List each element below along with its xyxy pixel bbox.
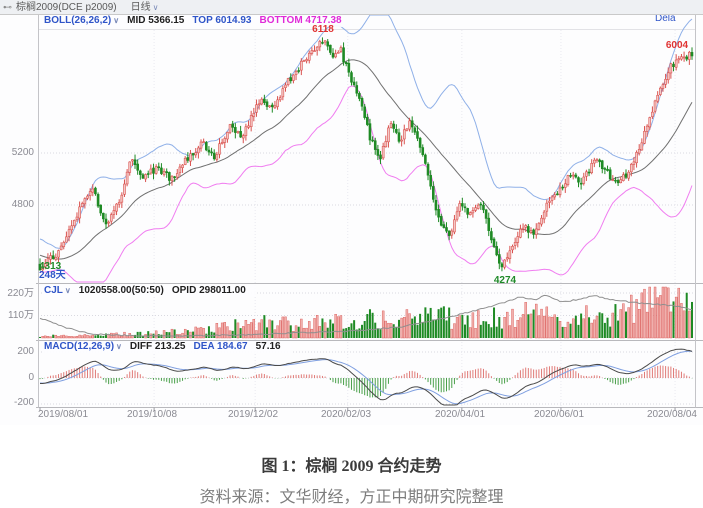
period-selector[interactable]: 日线 ∨ [131, 2, 159, 13]
days-count-label: 248天 [39, 270, 66, 281]
chevron-down-icon: ∨ [152, 3, 159, 12]
chevron-down-icon: ∨ [116, 342, 122, 351]
price-axis-label: 4800 [11, 199, 34, 210]
open-interest-line [39, 294, 693, 337]
boll-header: BOLL(26,26,2) ∨ MID 5366.15 TOP 6014.93 BOTT… [42, 15, 352, 27]
macd-lines [39, 348, 693, 406]
figure-caption: 图 1：棕榈 2009 合约走势 资料来源：文华财经，方正中期研究院整理 [0, 452, 703, 507]
pane-borders [36, 14, 703, 411]
volume-header: CJL ∨ 1020558.00(50:50) OPID 298011.00 [42, 285, 256, 297]
x-axis-date: 2019/10/08 [126, 409, 178, 420]
macd-axis-label: 200 [17, 346, 34, 357]
title-bar: ⊷ 棕榈2009(DCE p2009) 日线 ∨ [0, 0, 703, 15]
volume-value: 1020558.00(50:50) [78, 285, 164, 296]
price-high-label: 6004 [665, 40, 689, 51]
cjl-indicator-button[interactable]: CJL ∨ [44, 285, 71, 296]
macd-axis-label: -200 [13, 397, 34, 408]
delayed-label: Dela [655, 13, 676, 24]
contract-selector[interactable]: 棕榈2009(DCE p2009) [16, 2, 117, 13]
chevron-down-icon: ∨ [64, 286, 71, 295]
x-axis-date: 2019/12/02 [227, 409, 279, 420]
caption-source: 资料来源：文华财经，方正中期研究院整理 [199, 489, 504, 506]
macd-indicator-label: MACD(12,26,9) [44, 341, 115, 352]
boll-mid-value: MID 5366.15 [127, 15, 185, 26]
x-axis-date: 2020/06/01 [533, 409, 585, 420]
price-trough-label: 4274 [493, 275, 517, 286]
x-axis-date: 2020/04/01 [434, 409, 486, 420]
price-axis-label: 5200 [11, 147, 34, 158]
macd-indicator-button[interactable]: MACD(12,26,9) ∨ [44, 341, 122, 352]
boll-indicator-button[interactable]: BOLL(26,26,2) ∨ [44, 15, 119, 26]
candles-layer [38, 37, 694, 272]
chevron-down-icon: ∨ [113, 16, 120, 25]
macd-diff-value: DIFF 213.25 [129, 341, 186, 352]
bollinger-bands [39, 14, 693, 283]
chart-canvas[interactable] [0, 0, 703, 425]
caption-title: 图 1：棕榈 2009 合约走势 [261, 458, 442, 475]
boll-indicator-label: BOLL(26,26,2) [44, 15, 112, 26]
macd-axis-label: 0 [28, 372, 34, 383]
cjl-indicator-label: CJL [44, 285, 63, 296]
price-peak-label: 6118 [312, 24, 334, 35]
boll-top-value: TOP 6014.93 [192, 15, 252, 26]
x-axis-date: 2020/08/04 [646, 409, 697, 420]
macd-header: MACD(12,26,9) ∨ DIFF 213.25 DEA 184.67 57.16 [42, 341, 291, 353]
volume-axis-label: 110万 [8, 310, 34, 321]
x-axis-date: 2020/02/03 [320, 409, 372, 420]
macd-histogram [39, 365, 693, 398]
x-axis-date: 2019/08/01 [38, 409, 89, 420]
macd-hist-value: 57.16 [255, 341, 281, 352]
period-label: 日线 [130, 2, 151, 13]
chart-app: ⊷ 棕榈2009(DCE p2009) 日线 ∨ BOLL(26,26,2) ∨ MID … [0, 0, 703, 425]
boll-bottom-value: BOTTOM 4717.38 [259, 15, 342, 26]
volume-bars [39, 286, 693, 339]
volume-axis-label: 220万 [7, 288, 34, 299]
price-low-start-label: 4313 [39, 261, 62, 272]
app-icon: ⊷ [3, 2, 12, 12]
macd-dea-value: DEA 184.67 [193, 341, 248, 352]
open-interest-value: OPID 298011.00 [171, 285, 246, 296]
